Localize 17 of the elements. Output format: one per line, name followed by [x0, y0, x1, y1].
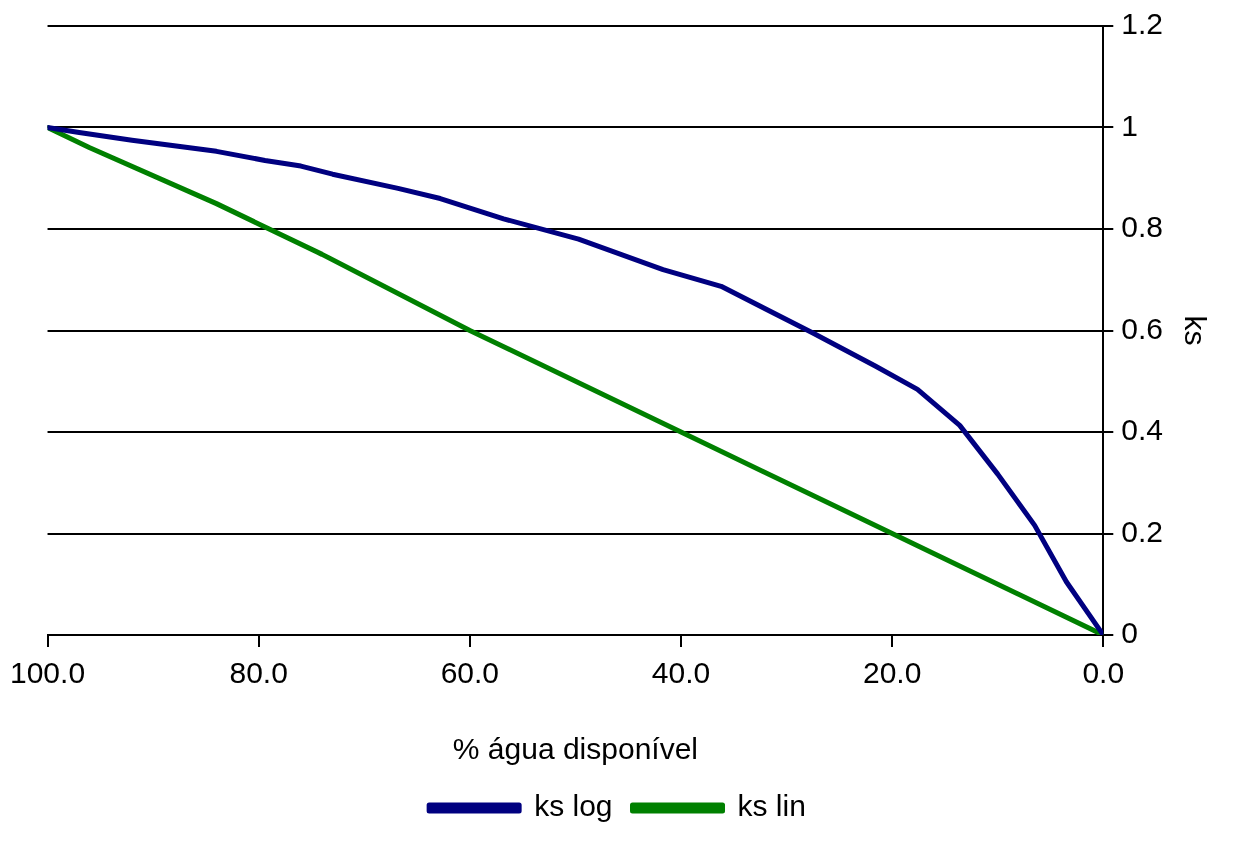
legend-label: ks log — [534, 789, 613, 823]
y-tick-label: 0.6 — [1121, 311, 1164, 345]
x-tick-label: 80.0 — [229, 656, 288, 690]
x-tick-label: 20.0 — [862, 656, 922, 690]
y-tick-label: 0 — [1121, 616, 1138, 650]
x-tick-label: 0.0 — [1082, 656, 1125, 690]
y-tick-label: 1 — [1121, 108, 1138, 142]
y-tick-label: 0.2 — [1121, 514, 1164, 548]
y-tick-label: 0.4 — [1121, 413, 1164, 447]
y-axis-title: ks — [1178, 315, 1212, 346]
legend-label: ks lin — [737, 789, 806, 823]
y-tick-label: 1.2 — [1121, 7, 1164, 41]
y-tick-label: 0.8 — [1121, 210, 1164, 244]
x-tick-label: 60.0 — [440, 656, 500, 690]
x-tick-label: 40.0 — [651, 656, 711, 690]
x-axis-title: % água disponível — [452, 732, 698, 766]
x-tick-label: 100.0 — [10, 656, 86, 690]
